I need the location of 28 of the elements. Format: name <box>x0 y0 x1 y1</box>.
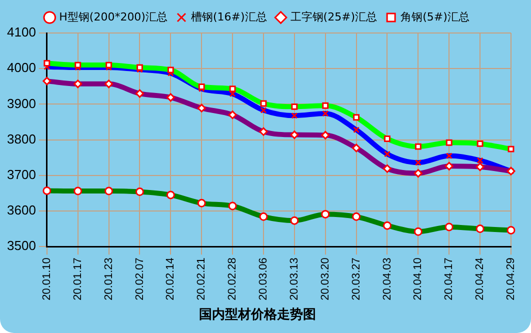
x-tick-label: 20.03.27 <box>350 258 362 300</box>
y-tick-label: 3700 <box>7 166 36 182</box>
x-tick-label: 20.01.10 <box>40 258 53 300</box>
y-tick-label: 3800 <box>7 131 36 146</box>
x-tick-label: 20.04.29 <box>505 258 518 300</box>
y-tick-label: 4100 <box>7 24 36 40</box>
x-tick-label: 20.02.28 <box>226 258 239 300</box>
x-tick-label: 20.02.14 <box>164 258 177 300</box>
legend-label: H型钢(200*200)汇总 <box>59 10 168 24</box>
y-tick-label: 4000 <box>7 60 36 76</box>
y-tick-label: 3500 <box>7 238 36 254</box>
x-tick-label: 20.02.21 <box>196 258 208 300</box>
x-tick-label: 20.02.07 <box>134 258 146 300</box>
x-tick-label: 20.04.10 <box>412 258 424 300</box>
x-tick-label: 20.04.17 <box>443 258 456 300</box>
text: 国内型材价格走势图 <box>199 306 316 323</box>
y-tick-label: 3900 <box>7 96 36 111</box>
x-tick-label: 20.03.13 <box>288 258 300 300</box>
y-tick-label: 3600 <box>7 202 36 218</box>
legend-label: 工字钢(25#)汇总 <box>290 10 378 24</box>
x-tick-label: 20.04.24 <box>474 258 486 300</box>
x-tick-label: 20.04.03 <box>381 258 394 300</box>
x-tick-label: 20.01.23 <box>102 258 115 300</box>
legend-label: 槽钢(16#)汇总 <box>190 10 267 24</box>
x-tick-label: 20.01.17 <box>72 258 84 300</box>
x-tick-label: 20.03.06 <box>258 258 270 300</box>
x-tick-label: 20.03.20 <box>319 258 332 300</box>
legend-label: 角钢(5#)汇总 <box>400 10 470 24</box>
